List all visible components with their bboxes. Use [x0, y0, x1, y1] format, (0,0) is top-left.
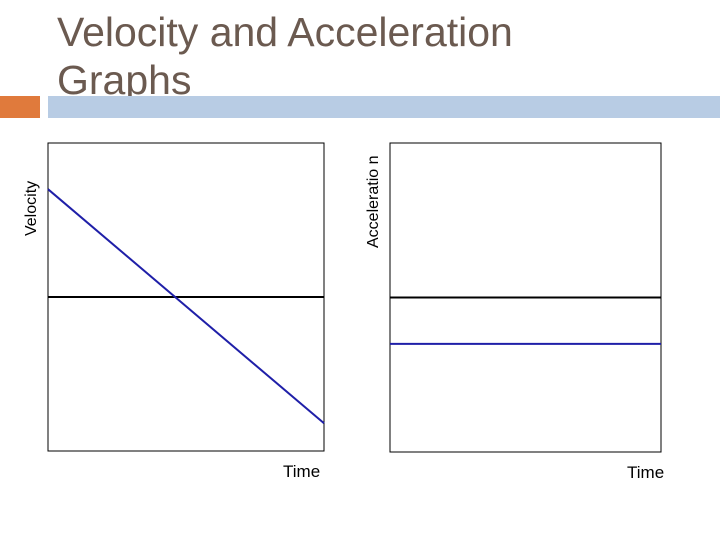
velocity-axis-label: Velocity — [23, 180, 40, 236]
velocity-series-line — [47, 188, 325, 425]
acceleration-time-label: Time — [627, 463, 665, 482]
title-accent-bar — [48, 96, 720, 118]
acceleration-axis-label: Acceleratio n — [365, 155, 382, 249]
slide-title: Velocity and Acceleration Graphs — [57, 9, 513, 103]
velocity-time-label: Time — [283, 462, 321, 481]
title-accent-orange — [0, 96, 40, 118]
